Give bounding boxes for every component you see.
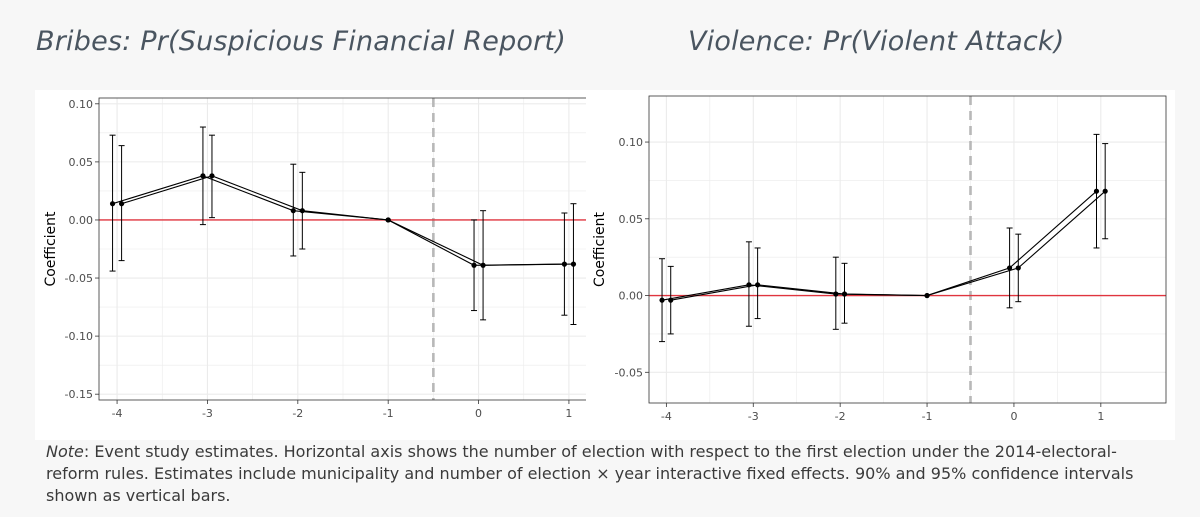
chart1-panel-background (649, 96, 1166, 403)
chart0-x-tick-label: -4 (112, 407, 123, 420)
chart1-panel-border (648, 95, 1167, 404)
chart0-data-point (299, 208, 305, 214)
chart1-data-point (924, 292, 930, 299)
chart0-y-tick-label: 0.00 (69, 214, 94, 227)
chart0-x-tick-label: 0 (475, 407, 482, 420)
chart0-series-line-1 (121, 175, 565, 266)
chart1-x-tick-label: -3 (748, 410, 759, 423)
chart1-data-point (1102, 188, 1108, 194)
chart0-y-tick-label: -0.10 (65, 330, 93, 343)
chart0-data-point (118, 201, 125, 207)
chart0-y-tick-label: 0.05 (69, 156, 94, 169)
chart0-data-point (290, 208, 296, 214)
chart0-y-tick-label: -0.05 (65, 272, 93, 285)
chart1-x-tick-label: -1 (922, 410, 933, 423)
chart1-y-axis-label: Coefficient (592, 211, 608, 287)
chart1-data-point (668, 297, 674, 303)
chart0-x-tick-label: -3 (202, 407, 213, 420)
chart1-y-tick-label: -0.05 (615, 366, 643, 379)
chart0-x-tick-label: -1 (383, 407, 394, 420)
chart0-data-point (471, 262, 477, 268)
chart1-x-tick-label: -2 (835, 410, 846, 423)
note-label: Note (46, 442, 84, 461)
left-chart-title: Bribes: Pr(Suspicious Financial Report) (36, 26, 566, 57)
chart1-x-tick-label: -4 (661, 410, 672, 423)
chart0-y-axis-label: Coefficient (43, 211, 59, 287)
violence-chart: -0.05 0.00 0.05 0.10 -4 -3 -2 -1 0 1 Coefficient (586, 90, 1175, 440)
chart1-data-point (659, 297, 665, 303)
bribes-chart-svg: -0.15 -0.10 -0.05 0.00 0.05 0.10 -4 -3 -2 -1 0 1 Coe… (43, 97, 588, 420)
chart1-data-point (1093, 188, 1100, 194)
chart0-y-tick-label: 0.10 (69, 98, 94, 111)
chart1-y-tick-label: 0.00 (619, 290, 644, 303)
bribes-chart: -0.15 -0.10 -0.05 0.00 0.05 0.10 -4 -3 -2 -1 0 1 Coe… (35, 90, 590, 440)
chart1-series-line-1 (670, 190, 1106, 301)
chart1-x-tick-label: 0 (1010, 410, 1017, 423)
chart1-data-point (833, 291, 839, 297)
chart0-x-tick-label: -2 (292, 407, 303, 420)
chart0-data-point (570, 261, 577, 267)
violence-chart-svg: -0.05 0.00 0.05 0.10 -4 -3 -2 -1 0 1 Coefficient (592, 95, 1167, 423)
chart1-data-point (755, 282, 761, 288)
chart1-x-tick-label: 1 (1097, 410, 1104, 423)
figure-note: Note: Event study estimates. Horizontal … (46, 441, 1156, 507)
chart1-y-tick-label: 0.05 (619, 213, 644, 226)
chart0-data-point (109, 201, 116, 207)
chart0-data-point (561, 261, 568, 267)
chart1-data-point (1006, 265, 1013, 271)
note-text: : Event study estimates. Horizontal axis… (46, 442, 1134, 505)
right-chart-title: Violence: Pr(Violent Attack) (688, 26, 1065, 57)
chart0-y-tick-label: -0.15 (65, 388, 93, 401)
chart0-data-point (385, 217, 391, 223)
chart0-data-point (200, 173, 206, 179)
chart0-x-tick-label: 1 (565, 407, 572, 420)
chart0-data-point (209, 173, 215, 179)
chart1-data-point (1015, 265, 1021, 271)
chart1-data-point (841, 291, 848, 297)
chart1-y-tick-label: 0.10 (619, 136, 644, 149)
